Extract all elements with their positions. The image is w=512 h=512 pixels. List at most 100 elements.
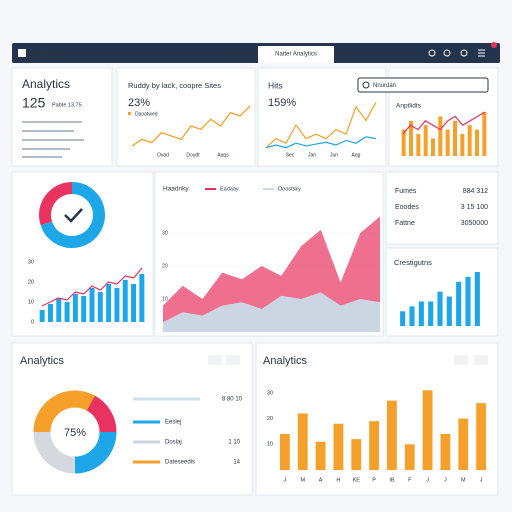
bar (465, 276, 471, 326)
donut-segment (33, 431, 76, 474)
bar (437, 291, 443, 326)
menu-icon[interactable] (478, 49, 485, 57)
legend-value: 1 10 (228, 440, 240, 446)
bar (430, 138, 436, 156)
nav-icon[interactable] (443, 49, 451, 57)
card-title: Anptlidts (396, 103, 422, 110)
y-tick-label: 20 (267, 416, 273, 422)
stat-value: 3050000 (461, 220, 488, 227)
card-title: Analytics (22, 77, 70, 91)
x-tick-label: Jun (330, 152, 338, 158)
bar (452, 120, 458, 156)
stat-label: Fattne (395, 220, 415, 227)
dropdown[interactable] (454, 355, 468, 365)
bar (114, 288, 120, 322)
bar (404, 444, 415, 470)
search-icon (362, 81, 370, 89)
bar (351, 439, 362, 470)
legend-label: Dateseedis (165, 460, 195, 466)
kpi-note: Daoatwed (135, 111, 158, 117)
bar (440, 434, 451, 470)
y-tick-label: 30 (267, 390, 273, 396)
card-title: Haadnky (163, 186, 189, 193)
card-title: Ruddy by lack, coopre Sites (128, 81, 221, 90)
dropdown[interactable] (474, 355, 488, 365)
bar (438, 116, 443, 156)
bar (456, 281, 462, 326)
bar (315, 441, 326, 470)
y-tick-label: 10 (28, 299, 34, 305)
legend-label: Eeslej (165, 420, 181, 426)
x-tick-label: Sec (286, 152, 295, 158)
note-dot (128, 112, 131, 115)
stat-label: Fumes (395, 188, 417, 195)
x-tick-label: Aag (352, 152, 361, 158)
x-tick-label: A (319, 477, 323, 483)
search-box[interactable] (357, 77, 489, 93)
bar (422, 390, 433, 470)
dropdown[interactable] (208, 355, 222, 365)
x-tick-label: J (284, 477, 287, 483)
tab[interactable]: Darms (227, 51, 245, 57)
bar (131, 284, 137, 322)
x-tick-label: M (461, 477, 466, 483)
bar (409, 306, 415, 326)
bar (139, 274, 145, 322)
x-tick-label: Aaqs (217, 152, 229, 158)
bar (387, 400, 397, 470)
line (131, 105, 251, 147)
donut-segment (74, 431, 117, 474)
bar (482, 112, 487, 156)
card (116, 67, 256, 167)
card-title: Analytics (263, 355, 308, 367)
donut-segment (39, 182, 73, 226)
kpi-value: 159% (268, 97, 296, 109)
bar (445, 129, 450, 156)
x-tick-label: F (408, 477, 412, 483)
bar (106, 284, 112, 322)
y-tick-label: 10 (267, 442, 273, 448)
bar (47, 304, 53, 322)
bar (97, 292, 103, 322)
check-icon (64, 208, 83, 223)
bar (428, 301, 434, 326)
bar (408, 120, 414, 156)
y-tick-label: 30 (28, 259, 34, 265)
area (163, 292, 380, 332)
bar (446, 296, 452, 326)
dropdown[interactable] (226, 355, 240, 365)
bar (467, 125, 472, 156)
tab[interactable]: Natter Analytics (275, 52, 317, 58)
legend-label: Doslaj (165, 440, 182, 446)
bar (122, 280, 128, 322)
bar (400, 311, 406, 326)
nav-icon[interactable] (428, 49, 436, 57)
bar (64, 302, 70, 322)
card-title: Crestigutns (394, 258, 432, 267)
line (41, 267, 143, 307)
y-tick-label: 30 (162, 230, 168, 236)
x-tick-label: J (426, 477, 429, 483)
bar (81, 296, 87, 322)
bar (423, 125, 428, 156)
notification-dot (491, 42, 497, 48)
donut-segment (40, 182, 105, 248)
bar (476, 403, 486, 470)
bar (401, 129, 406, 156)
x-tick-label: Jan (308, 152, 316, 158)
x-tick-label: H (336, 477, 340, 483)
donut-center: 75% (64, 427, 86, 439)
bar (333, 423, 344, 470)
kpi-note: Pabte 13.75 (52, 102, 82, 108)
x-tick-label: Ovad (157, 152, 169, 158)
logo: Fotgdert (29, 49, 62, 58)
nav-icon[interactable] (460, 49, 468, 57)
bar (416, 134, 421, 156)
y-tick-label: 10 (162, 296, 168, 302)
x-tick-label: M (300, 477, 305, 483)
bar (280, 434, 290, 470)
active-tab[interactable] (258, 46, 334, 63)
line (265, 136, 377, 149)
bar (418, 301, 424, 326)
